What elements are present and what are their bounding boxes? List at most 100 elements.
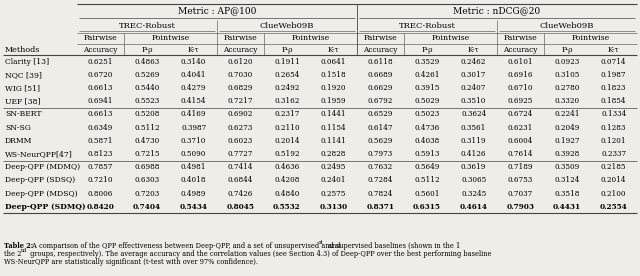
Text: 0.2780: 0.2780 bbox=[554, 84, 580, 92]
Text: Pointwise: Pointwise bbox=[291, 34, 330, 43]
Text: P-ρ: P-ρ bbox=[561, 46, 573, 54]
Text: 0.6792: 0.6792 bbox=[367, 97, 393, 105]
Text: 0.8006: 0.8006 bbox=[88, 190, 113, 198]
Text: K-τ: K-τ bbox=[328, 46, 340, 54]
Text: 0.2492: 0.2492 bbox=[275, 84, 300, 92]
Text: 0.1854: 0.1854 bbox=[601, 97, 627, 105]
Text: 0.3928: 0.3928 bbox=[554, 150, 580, 158]
Text: nd: nd bbox=[21, 248, 28, 253]
Text: 0.7203: 0.7203 bbox=[134, 190, 159, 198]
Text: 0.1201: 0.1201 bbox=[601, 137, 627, 145]
Text: 0.1823: 0.1823 bbox=[601, 84, 627, 92]
Text: 0.6988: 0.6988 bbox=[134, 163, 160, 171]
Text: 0.7727: 0.7727 bbox=[228, 150, 253, 158]
Text: 0.4863: 0.4863 bbox=[134, 58, 159, 66]
Text: SN-BERT: SN-BERT bbox=[5, 110, 42, 118]
Text: 0.6916: 0.6916 bbox=[508, 71, 533, 79]
Text: 0.0714: 0.0714 bbox=[601, 58, 627, 66]
Text: 0.6753: 0.6753 bbox=[508, 176, 533, 184]
Text: Methods: Methods bbox=[5, 46, 40, 54]
Text: 0.7824: 0.7824 bbox=[367, 190, 393, 198]
Text: 0.6710: 0.6710 bbox=[508, 84, 533, 92]
Text: 0.3624: 0.3624 bbox=[461, 110, 486, 118]
Text: 0.7414: 0.7414 bbox=[228, 163, 253, 171]
Text: 0.3619: 0.3619 bbox=[461, 163, 486, 171]
Text: 0.6349: 0.6349 bbox=[88, 124, 113, 132]
Text: 0.1441: 0.1441 bbox=[321, 110, 346, 118]
Text: 0.3509: 0.3509 bbox=[554, 163, 580, 171]
Text: 0.5523: 0.5523 bbox=[134, 97, 159, 105]
Text: 0.2100: 0.2100 bbox=[601, 190, 627, 198]
Text: 0.5112: 0.5112 bbox=[414, 176, 440, 184]
Text: 0.6902: 0.6902 bbox=[228, 110, 253, 118]
Text: P-ρ: P-ρ bbox=[421, 46, 433, 54]
Text: 0.4169: 0.4169 bbox=[181, 110, 207, 118]
Text: Deep-QPP (MDSQ): Deep-QPP (MDSQ) bbox=[5, 190, 77, 198]
Text: 0.6689: 0.6689 bbox=[367, 71, 393, 79]
Text: Deep-QPP (SDSQ): Deep-QPP (SDSQ) bbox=[5, 176, 75, 184]
Text: 0.3320: 0.3320 bbox=[554, 97, 580, 105]
Text: 0.7426: 0.7426 bbox=[228, 190, 253, 198]
Text: 0.3065: 0.3065 bbox=[461, 176, 486, 184]
Text: 0.5269: 0.5269 bbox=[134, 71, 160, 79]
Text: 0.6273: 0.6273 bbox=[228, 124, 253, 132]
Text: 0.1518: 0.1518 bbox=[321, 71, 346, 79]
Text: NQC [39]: NQC [39] bbox=[5, 71, 42, 79]
Text: Deep-QPP (SDMQ): Deep-QPP (SDMQ) bbox=[5, 203, 86, 211]
Text: 0.6023: 0.6023 bbox=[228, 137, 253, 145]
Text: 0.7632: 0.7632 bbox=[368, 163, 393, 171]
Text: 0.2554: 0.2554 bbox=[600, 203, 628, 211]
Text: 0.1283: 0.1283 bbox=[601, 124, 627, 132]
Text: 0.2241: 0.2241 bbox=[554, 110, 580, 118]
Text: 0.8123: 0.8123 bbox=[88, 150, 113, 158]
Text: 0.4636: 0.4636 bbox=[275, 163, 300, 171]
Text: 0.0641: 0.0641 bbox=[321, 58, 346, 66]
Text: 0.5090: 0.5090 bbox=[181, 150, 206, 158]
Text: 0.2110: 0.2110 bbox=[274, 124, 300, 132]
Text: 0.7217: 0.7217 bbox=[228, 97, 253, 105]
Text: 0.1334: 0.1334 bbox=[601, 110, 627, 118]
Text: 0.6720: 0.6720 bbox=[88, 71, 113, 79]
Text: 0.7030: 0.7030 bbox=[228, 71, 253, 79]
Text: 0.3987: 0.3987 bbox=[181, 124, 206, 132]
Text: Pairwise: Pairwise bbox=[364, 34, 397, 43]
Text: 0.2014: 0.2014 bbox=[601, 176, 627, 184]
Text: 0.6147: 0.6147 bbox=[367, 124, 393, 132]
Text: 0.2828: 0.2828 bbox=[321, 150, 346, 158]
Text: WS-NeurQPP are statistically significant (t-test with over 97% confidence).: WS-NeurQPP are statistically significant… bbox=[4, 258, 258, 266]
Text: 0.3105: 0.3105 bbox=[554, 71, 580, 79]
Text: Accuracy: Accuracy bbox=[363, 46, 397, 54]
Text: 0.7215: 0.7215 bbox=[134, 150, 160, 158]
Text: 0.7037: 0.7037 bbox=[508, 190, 533, 198]
Text: Accuracy: Accuracy bbox=[83, 46, 118, 54]
Text: 0.6613: 0.6613 bbox=[88, 84, 113, 92]
Text: 0.6844: 0.6844 bbox=[228, 176, 253, 184]
Text: UEF [38]: UEF [38] bbox=[5, 97, 40, 105]
Text: 0.7857: 0.7857 bbox=[88, 163, 113, 171]
Text: WIG [51]: WIG [51] bbox=[5, 84, 40, 92]
Text: Metric : nDCG@20: Metric : nDCG@20 bbox=[453, 7, 541, 15]
Text: DRMM: DRMM bbox=[5, 137, 33, 145]
Text: 0.7189: 0.7189 bbox=[508, 163, 533, 171]
Text: K-τ: K-τ bbox=[468, 46, 479, 54]
Text: 0.3140: 0.3140 bbox=[181, 58, 206, 66]
Text: 0.3017: 0.3017 bbox=[461, 71, 486, 79]
Text: 0.4279: 0.4279 bbox=[181, 84, 206, 92]
Text: 0.7210: 0.7210 bbox=[88, 176, 113, 184]
Text: 0.7404: 0.7404 bbox=[133, 203, 161, 211]
Text: 0.2049: 0.2049 bbox=[554, 124, 580, 132]
Text: 0.4989: 0.4989 bbox=[181, 190, 206, 198]
Text: 0.3915: 0.3915 bbox=[414, 84, 440, 92]
Text: 0.4981: 0.4981 bbox=[181, 163, 207, 171]
Text: 0.5434: 0.5434 bbox=[180, 203, 207, 211]
Text: Pointwise: Pointwise bbox=[431, 34, 470, 43]
Text: P-ρ: P-ρ bbox=[281, 46, 292, 54]
Text: ClueWeb09B: ClueWeb09B bbox=[540, 23, 594, 31]
Text: 0.8371: 0.8371 bbox=[366, 203, 394, 211]
Text: groups, respectively). The average accuracy and the correlation values (see Sect: groups, respectively). The average accur… bbox=[28, 250, 492, 258]
Text: Metric : AP@100: Metric : AP@100 bbox=[178, 7, 256, 15]
Text: and: and bbox=[326, 242, 340, 250]
Text: 0.1959: 0.1959 bbox=[321, 97, 346, 105]
Text: A comparison of the QPP effectiveness between Deep-QPP, and a set of unsupervise: A comparison of the QPP effectiveness be… bbox=[30, 242, 460, 250]
Text: 0.3510: 0.3510 bbox=[461, 97, 486, 105]
